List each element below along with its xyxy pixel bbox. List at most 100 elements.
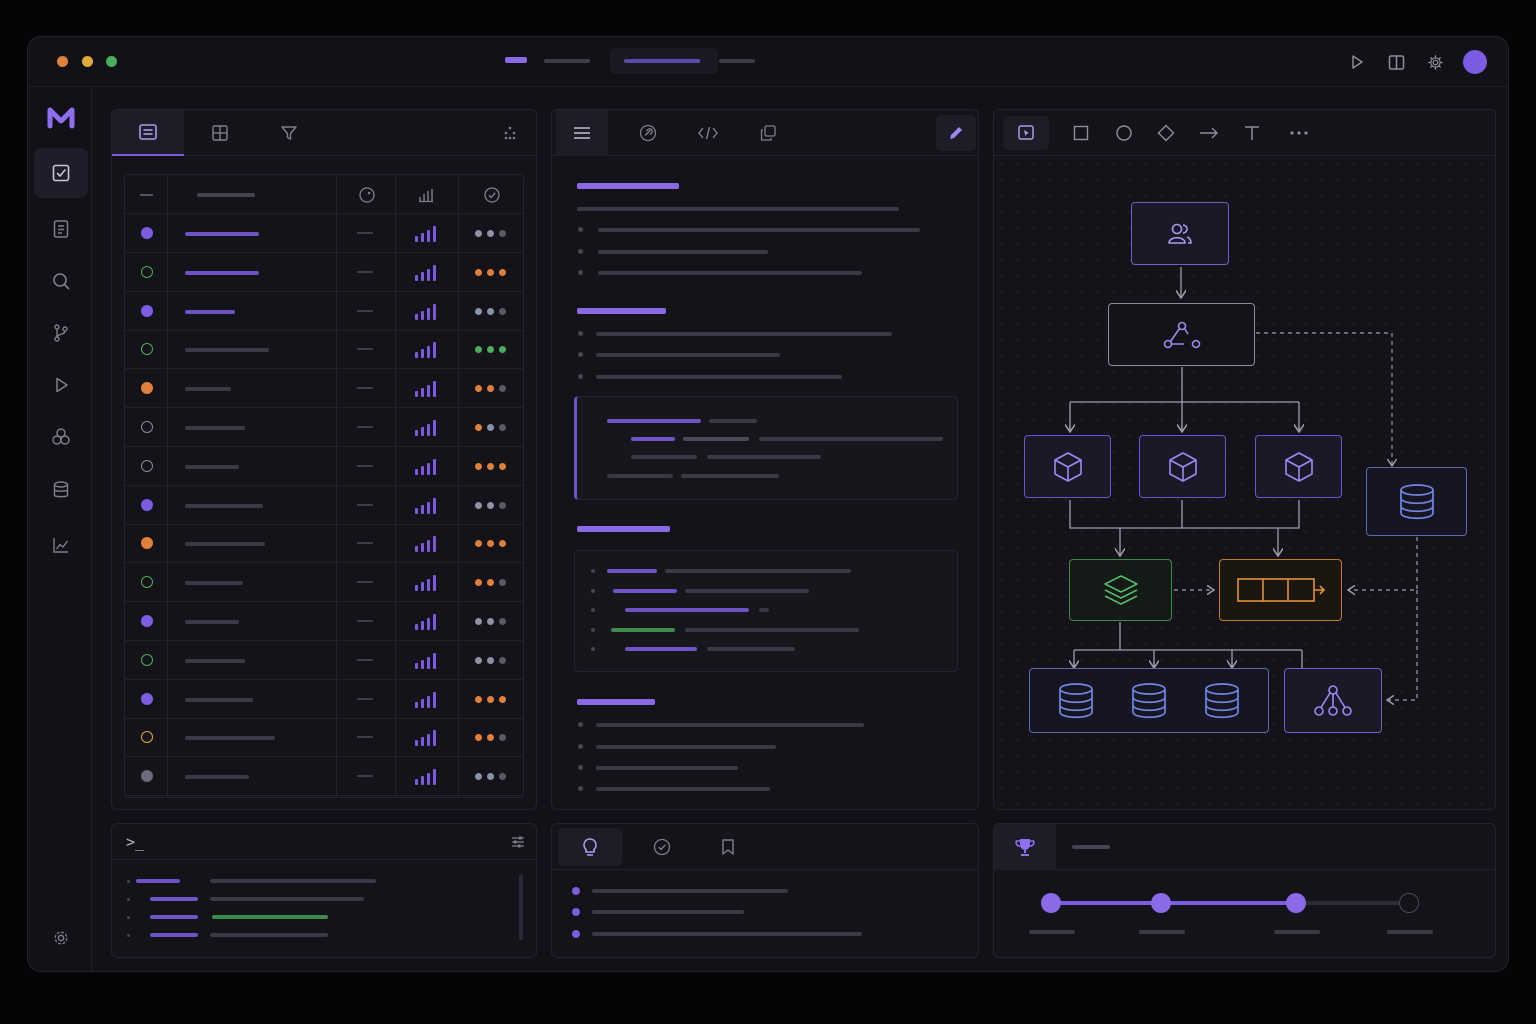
status-dots[interactable]	[475, 385, 511, 393]
more-tools-button[interactable]	[1285, 110, 1313, 156]
circle-tool[interactable]	[1110, 110, 1138, 156]
node-message-queue[interactable]	[1219, 559, 1342, 621]
node-database-cluster[interactable]	[1029, 668, 1269, 733]
table-row[interactable]	[125, 486, 523, 525]
status-dots[interactable]	[475, 307, 511, 316]
layout-options-button[interactable]	[490, 110, 530, 156]
sidebar-item-search[interactable]	[34, 256, 88, 306]
gear-icon[interactable]	[1424, 51, 1446, 73]
progress-step[interactable]	[1286, 893, 1306, 913]
status-indicator[interactable]	[141, 653, 153, 666]
maximize-window-button[interactable]	[106, 56, 117, 67]
arrow-tool[interactable]	[1195, 110, 1223, 156]
text-tool[interactable]	[1238, 110, 1266, 156]
table-row[interactable]	[125, 524, 523, 564]
check-icon[interactable]	[483, 186, 501, 208]
status-indicator[interactable]	[141, 227, 153, 239]
select-all-checkbox[interactable]	[140, 194, 153, 196]
node-service-1[interactable]	[1024, 435, 1111, 498]
tab-placeholder[interactable]	[719, 59, 755, 63]
node-service-2[interactable]	[1139, 435, 1226, 498]
tab-list-view[interactable]	[112, 110, 184, 156]
status-indicator[interactable]	[141, 576, 153, 589]
status-dots[interactable]	[475, 656, 511, 665]
progress-step[interactable]	[1041, 893, 1061, 913]
status-dots[interactable]	[475, 540, 511, 548]
table-row[interactable]	[125, 447, 523, 486]
avatar[interactable]	[1463, 50, 1487, 74]
logo-icon[interactable]	[46, 104, 76, 132]
tab-achievements[interactable]	[994, 824, 1056, 870]
node-layers[interactable]	[1069, 559, 1172, 621]
table-row[interactable]	[125, 330, 523, 370]
tab-checks[interactable]	[642, 824, 682, 870]
node-users[interactable]	[1131, 202, 1229, 265]
tag-icon[interactable]	[358, 186, 376, 208]
status-indicator[interactable]	[141, 265, 153, 278]
status-dots[interactable]	[475, 501, 511, 510]
table-row[interactable]	[125, 757, 523, 797]
status-indicator[interactable]	[141, 731, 153, 744]
node-cache-database[interactable]	[1366, 467, 1467, 536]
table-row[interactable]	[125, 641, 523, 680]
status-dots[interactable]	[475, 424, 511, 432]
sidebar-item-settings[interactable]	[34, 913, 88, 963]
status-indicator[interactable]	[141, 692, 153, 705]
column-header-name[interactable]	[197, 193, 255, 197]
status-dots[interactable]	[475, 346, 511, 354]
node-gateway[interactable]	[1108, 303, 1255, 366]
tab-tips[interactable]	[558, 828, 622, 866]
progress-step[interactable]	[1399, 893, 1419, 913]
table-row[interactable]	[125, 718, 523, 758]
progress-step[interactable]	[1151, 893, 1171, 913]
status-dots[interactable]	[475, 268, 511, 277]
code-block[interactable]	[574, 550, 958, 672]
table-row[interactable]	[125, 253, 523, 292]
sidebar-item-source-control[interactable]	[34, 308, 88, 358]
sidebar-item-database[interactable]	[34, 465, 88, 515]
tab-filter[interactable]	[256, 110, 322, 156]
rectangle-tool[interactable]	[1067, 110, 1095, 156]
tab-table-view[interactable]	[184, 110, 256, 156]
tab-outline[interactable]	[556, 110, 608, 156]
tab-bookmarks[interactable]	[708, 824, 748, 870]
table-row[interactable]	[125, 292, 523, 331]
tab-placeholder[interactable]	[544, 59, 590, 63]
close-window-button[interactable]	[57, 56, 68, 67]
status-indicator[interactable]	[141, 615, 153, 627]
code-block[interactable]	[574, 396, 958, 500]
split-view-icon[interactable]	[1385, 51, 1407, 73]
sidebar-item-components[interactable]	[34, 412, 88, 462]
status-indicator[interactable]	[141, 421, 153, 433]
table-row[interactable]	[125, 214, 523, 253]
status-dots[interactable]	[475, 618, 511, 626]
tab-pill-selected[interactable]	[610, 48, 718, 74]
edit-button[interactable]	[936, 115, 976, 151]
status-dots[interactable]	[475, 695, 511, 704]
status-indicator[interactable]	[141, 537, 153, 550]
table-row[interactable]	[125, 602, 523, 641]
select-tool[interactable]	[1003, 116, 1049, 150]
status-dots[interactable]	[475, 230, 511, 238]
sidebar-item-documents[interactable]	[34, 204, 88, 254]
table-row[interactable]	[125, 408, 523, 447]
status-indicator[interactable]	[141, 304, 153, 317]
status-dots[interactable]	[475, 462, 511, 471]
tab-copy[interactable]	[742, 110, 794, 156]
tab-indicator-active[interactable]	[505, 57, 527, 63]
minimize-window-button[interactable]	[82, 56, 93, 67]
status-dots[interactable]	[475, 773, 511, 781]
settings-sliders-icon[interactable]	[510, 834, 526, 854]
terminal-scrollbar[interactable]	[519, 874, 523, 940]
table-row[interactable]	[125, 680, 523, 719]
tab-code[interactable]	[682, 110, 734, 156]
table-row[interactable]	[125, 369, 523, 409]
sidebar-item-run[interactable]	[34, 360, 88, 410]
diamond-tool[interactable]	[1152, 110, 1180, 156]
status-indicator[interactable]	[141, 498, 153, 511]
tab-links[interactable]	[622, 110, 674, 156]
sidebar-item-tasks[interactable]	[34, 148, 88, 198]
sidebar-item-analytics[interactable]	[34, 520, 88, 570]
table-row[interactable]	[125, 563, 523, 603]
status-indicator[interactable]	[141, 382, 153, 395]
